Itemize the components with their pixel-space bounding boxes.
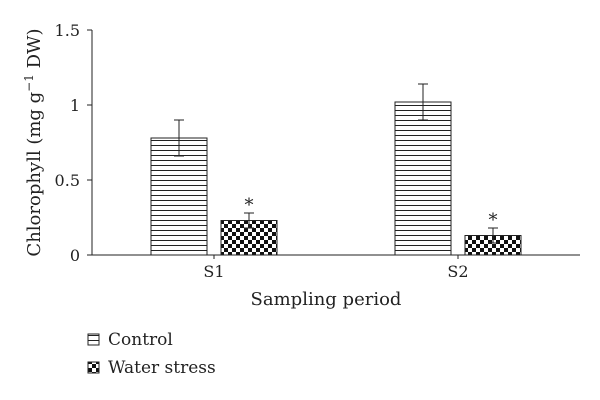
legend-swatch (87, 333, 100, 346)
y-tick-label: 1.5 (55, 21, 80, 40)
legend: Control Water stress (87, 330, 216, 378)
bar-control-s2 (394, 101, 452, 256)
y-axis-title-main: Chlorophyll (mg g (24, 92, 45, 257)
legend-swatch (87, 361, 100, 374)
error-bar (488, 227, 498, 244)
y-axis-title-superscript: −1 (22, 74, 36, 92)
y-axis-title: Chlorophyll (mg g−1 DW) (22, 28, 45, 256)
y-tick-label: 0.5 (55, 171, 80, 190)
error-bar (418, 83, 428, 121)
significance-asterisk: * (489, 210, 498, 231)
legend-item: Control (87, 330, 173, 350)
y-tick-label: 1 (70, 96, 80, 115)
x-tick-label: S1 (203, 262, 224, 281)
legend-item: Water stress (87, 358, 216, 378)
legend-label: Control (108, 330, 173, 350)
error-bar (244, 212, 254, 229)
y-axis-ticks: 0 0.5 1 1.5 (55, 21, 92, 265)
legend-label: Water stress (108, 358, 216, 378)
x-axis-tick-labels: S1 S2 (203, 255, 469, 281)
significance-asterisk: * (245, 195, 254, 216)
x-axis-title: Sampling period (251, 289, 402, 310)
y-axis-title-end: DW) (24, 28, 45, 74)
y-tick-label: 0 (70, 246, 80, 265)
error-bar (174, 119, 184, 157)
bars-group: ** (150, 83, 522, 256)
x-tick-label: S2 (447, 262, 468, 281)
bar-control-s1 (150, 137, 208, 256)
